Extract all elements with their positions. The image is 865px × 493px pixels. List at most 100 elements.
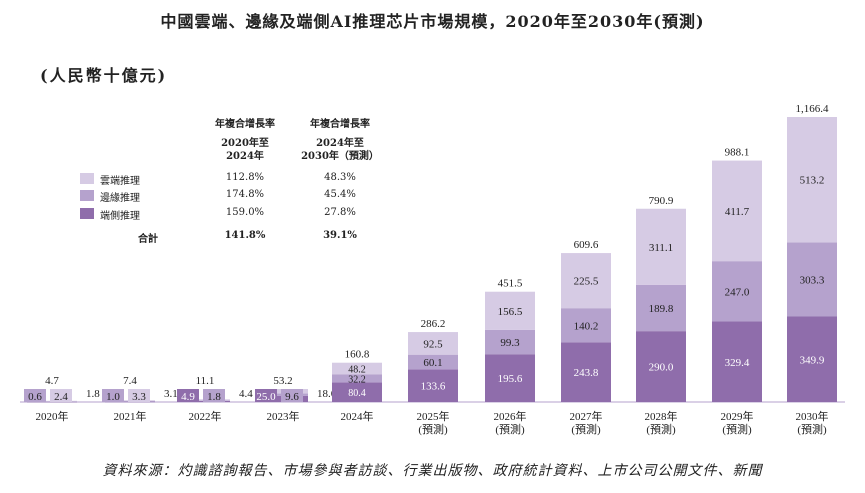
total-label: 790.9	[649, 195, 674, 207]
value-label-cloud: 18.6	[317, 388, 337, 400]
value-label-device: 4.9	[181, 391, 195, 403]
chart-title: 中國雲端、邊緣及端側AI推理芯片市場規模，2020年至2030年(預測)	[160, 12, 705, 31]
bar-segment-device	[561, 342, 611, 402]
x-tick-sublabel: (預測)	[571, 422, 601, 436]
value-label-device: 243.8	[574, 367, 599, 379]
cagr-value: 112.8%	[225, 172, 265, 183]
label-tag-device	[102, 389, 124, 402]
cagr-header-2: 年複合增長率 2024年至 2030年（預測）	[290, 118, 390, 163]
legend-row-device: 端側推理 159.0% 27.8%	[80, 207, 380, 223]
value-label-device: 80.4	[348, 388, 366, 399]
bar-segment-device	[408, 369, 458, 402]
value-label-edge: 1.8	[207, 391, 221, 403]
value-label-device: 133.6	[421, 381, 446, 393]
value-label-cloud: 225.5	[574, 276, 599, 288]
value-label-cloud: 48.2	[348, 365, 366, 376]
legend-row-edge: 邊緣推理 174.8% 45.4%	[80, 189, 380, 205]
cagr-value: 39.1%	[323, 230, 357, 241]
value-label-cloud: 3.1	[164, 388, 178, 400]
value-label-edge: 32.2	[348, 374, 366, 385]
bar-segment-cloud	[712, 160, 762, 262]
bar-segment-edge	[332, 374, 382, 383]
value-label-edge: 9.6	[285, 391, 299, 403]
x-tick-sublabel: (預測)	[722, 422, 752, 436]
bar-segment-edge	[485, 329, 535, 355]
bar-segment-device	[787, 316, 837, 402]
total-label: 451.5	[498, 278, 523, 290]
bar-segment-cloud	[485, 291, 535, 330]
swatch-cloud	[80, 173, 94, 184]
label-tag-edge	[281, 389, 303, 402]
label-tag-device	[177, 389, 199, 402]
x-tick-label: 2021年	[114, 409, 147, 423]
value-label-cloud: 1.8	[86, 388, 100, 400]
x-tick-label: 2025年	[417, 409, 450, 423]
legend-row-total: 合計 141.8% 39.1%	[80, 230, 380, 246]
value-label-device: 195.6	[498, 373, 523, 385]
value-label-device: 0.6	[28, 391, 42, 403]
value-label-device: 1.0	[106, 391, 120, 403]
value-label-edge: 3.3	[132, 391, 146, 403]
legend-label: 雲端推理	[100, 176, 140, 187]
value-label-device: 329.4	[725, 357, 750, 369]
bar-segment-cloud	[636, 208, 686, 285]
value-label-edge: 60.1	[423, 357, 442, 369]
cagr-header-title: 年複合增長率	[215, 119, 275, 130]
x-tick-sublabel: (預測)	[646, 422, 676, 436]
x-tick-label: 2027年	[570, 409, 603, 423]
value-label-edge: 189.8	[649, 303, 674, 315]
bar-segment-edge	[408, 354, 458, 370]
bar-segment-device	[712, 321, 762, 402]
value-label-cloud: 311.1	[649, 242, 673, 254]
cagr-value: 174.8%	[225, 189, 265, 200]
total-label: 286.2	[421, 318, 446, 330]
unit-label: (人民幣十億元)	[40, 66, 168, 85]
legend-label: 合計	[138, 234, 158, 245]
legend-label: 邊緣推理	[100, 193, 140, 204]
value-label-cloud: 513.2	[800, 175, 825, 187]
bar-segment-cloud	[561, 253, 611, 309]
legend-row-cloud: 雲端推理 112.8% 48.3%	[80, 172, 380, 188]
total-label: 7.4	[123, 375, 137, 387]
label-tag-edge	[50, 389, 72, 402]
value-label-edge: 2.4	[54, 391, 68, 403]
total-label: 609.6	[574, 239, 599, 251]
total-label: 1,166.4	[796, 103, 830, 115]
cagr-value: 159.0%	[225, 207, 265, 218]
bar-segment-device	[105, 401, 155, 403]
label-tag-edge	[128, 389, 150, 402]
x-tick-label: 2022年	[189, 409, 222, 423]
cagr-period: 2020年至	[221, 138, 269, 149]
value-label-device: 290.0	[649, 362, 674, 374]
source-note: 資料來源：灼識諮詢報告、市場參與者訪談、行業出版物、政府統計資料、上市公司公開文…	[102, 463, 763, 479]
bar-segment-device	[636, 331, 686, 402]
bar-segment-edge	[787, 242, 837, 317]
bar-segment-device	[332, 382, 382, 402]
bar-segment-edge	[561, 308, 611, 343]
bar-segment-device	[27, 401, 77, 403]
value-label-edge: 247.0	[725, 286, 750, 298]
bar-segment-edge	[636, 284, 686, 332]
swatch-device	[80, 208, 94, 219]
label-tag-edge	[203, 389, 225, 402]
bar-segment-cloud	[332, 362, 382, 375]
cagr-value: 27.8%	[324, 207, 356, 218]
cagr-header-title: 年複合增長率	[310, 119, 370, 130]
value-label-device: 349.9	[800, 354, 825, 366]
x-tick-sublabel: (預測)	[797, 422, 827, 436]
total-label: 4.7	[45, 375, 59, 387]
cagr-period: 2024年至	[316, 138, 364, 149]
x-tick-sublabel: (預測)	[418, 422, 448, 436]
x-tick-label: 2028年	[645, 409, 678, 423]
swatch-edge	[80, 190, 94, 201]
value-label-cloud: 411.7	[725, 206, 750, 218]
x-tick-label: 2020年	[36, 409, 69, 423]
cagr-period: 2030年（預測）	[301, 151, 379, 162]
label-tag-device	[255, 389, 277, 402]
value-label-edge: 99.3	[500, 337, 520, 349]
value-label-edge: 140.2	[574, 320, 599, 332]
total-label: 988.1	[725, 147, 750, 159]
value-label-edge: 303.3	[800, 274, 825, 286]
x-tick-label: 2030年	[796, 409, 829, 423]
x-tick-label: 2024年	[341, 409, 374, 423]
